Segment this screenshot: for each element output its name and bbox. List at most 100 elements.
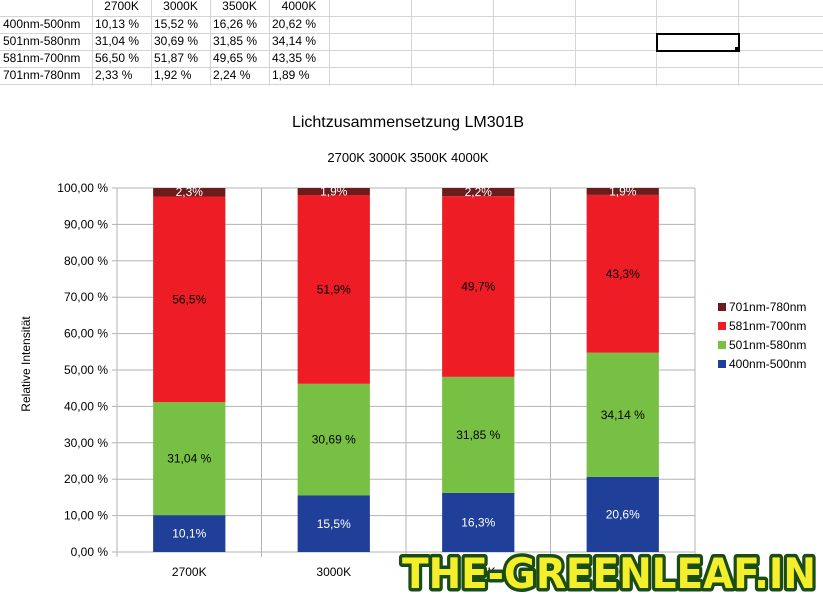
value-cell[interactable]: 16,26 %	[213, 17, 258, 31]
bar-segment	[153, 188, 226, 197]
svg-text:THE-GREENLEAF.IN: THE-GREENLEAF.IN	[402, 549, 816, 596]
data-label: 31,85 %	[456, 428, 500, 442]
value-cell[interactable]: 10,13 %	[95, 17, 140, 31]
chart-subtitle: 2700K 3000K 3500K 4000K	[327, 150, 489, 165]
legend-entry: 400nm-500nm	[729, 357, 806, 371]
grid-line-vertical	[329, 0, 330, 86]
value-cell[interactable]: 1,92 %	[154, 68, 192, 82]
column-header-cell[interactable]: 4000K	[281, 0, 317, 13]
grid-line-horizontal	[0, 67, 823, 68]
data-label: 31,04 %	[167, 452, 211, 466]
bar-segment	[153, 196, 226, 403]
stacked-bar-chart: Lichtzusammensetzung LM301B 2700K 3000K …	[19, 114, 806, 579]
y-axis-label: Relative Intensität	[19, 316, 33, 412]
x-tick-label: 4000K	[605, 565, 640, 579]
data-label: 1,9%	[320, 184, 348, 198]
bar-segment	[297, 194, 370, 384]
bar-segment	[153, 515, 226, 552]
value-cell[interactable]: 49,65 %	[213, 51, 258, 65]
data-label: 49,7%	[461, 280, 495, 294]
value-cell[interactable]: 30,69 %	[154, 34, 199, 48]
y-tick-label: 30,00 %	[64, 436, 108, 450]
legend-entry: 581nm-700nm	[729, 319, 806, 333]
spreadsheet-grid[interactable]: 2700K 3000K 3500K 4000K 400nm-500nm 10,13 % 15…	[0, 0, 823, 86]
column-header-cell[interactable]: 3000K	[163, 0, 198, 13]
grid-line-horizontal	[0, 84, 823, 85]
bar-segment	[153, 402, 226, 516]
x-tick-label: 3000K	[316, 565, 351, 579]
value-cell[interactable]: 31,04 %	[95, 34, 140, 48]
legend-swatch	[718, 303, 726, 311]
grid-line-horizontal	[0, 50, 823, 51]
bar-segment	[586, 476, 659, 552]
legend: 701nm-780nm 581nm-700nm 501nm-580nm 400nm-5…	[718, 300, 806, 371]
data-label: 30,69 %	[312, 433, 356, 447]
selected-cell-cursor[interactable]	[656, 33, 740, 52]
data-label: 34,14 %	[601, 408, 645, 422]
data-label: 51,9%	[317, 282, 351, 296]
value-cell[interactable]: 2,33 %	[95, 68, 133, 82]
data-label: 2,2%	[465, 185, 493, 199]
legend-entry: 701nm-780nm	[729, 300, 806, 314]
bar-segment	[297, 188, 370, 195]
y-tick-label: 0,00 %	[71, 545, 109, 559]
legend-entry: 501nm-580nm	[729, 338, 806, 352]
legend-swatch	[718, 360, 726, 368]
value-cell[interactable]: 56,50 %	[95, 51, 140, 65]
data-label: 1,9%	[609, 184, 637, 198]
grid-line-vertical	[92, 0, 93, 86]
bar-segment	[586, 194, 659, 353]
grid-line-vertical	[269, 0, 270, 86]
grid-line-vertical	[411, 0, 412, 86]
bar-segment	[442, 376, 515, 493]
bar-segment	[586, 352, 659, 477]
y-tick-label: 90,00 %	[64, 217, 108, 231]
value-cell[interactable]: 34,14 %	[272, 34, 317, 48]
value-cell[interactable]: 20,62 %	[272, 17, 317, 31]
y-tick-label: 20,00 %	[64, 472, 108, 486]
value-cell[interactable]: 31,85 %	[213, 34, 258, 48]
data-label: 15,5%	[317, 517, 351, 531]
bar-segment	[586, 188, 659, 195]
value-cell[interactable]: 51,87 %	[154, 51, 199, 65]
data-label: 2,3%	[176, 185, 204, 199]
y-tick-label: 50,00 %	[64, 363, 108, 377]
y-tick-label: 40,00 %	[64, 399, 108, 413]
chart-title: Lichtzusammensetzung LM301B	[292, 114, 524, 131]
data-label: 43,3%	[606, 267, 640, 281]
grid-line-vertical	[151, 0, 152, 86]
column-header-cell[interactable]: 2700K	[104, 0, 139, 13]
x-tick-label: 2700K	[172, 565, 207, 579]
fill-handle[interactable]	[735, 47, 740, 52]
greenleaf-watermark-logo: THE-GREENLEAF.IN	[399, 547, 820, 596]
value-cell[interactable]: 1,89 %	[272, 68, 310, 82]
row-label-cell[interactable]: 581nm-700nm	[3, 51, 81, 65]
value-cell[interactable]: 2,24 %	[213, 68, 251, 82]
y-tick-label: 80,00 %	[64, 254, 108, 268]
bar-segment	[442, 188, 515, 197]
bar-segment	[442, 492, 515, 552]
data-label: 56,5%	[172, 292, 206, 306]
data-label: 16,3%	[461, 515, 495, 529]
legend-swatch	[718, 322, 726, 330]
x-tick-label: 3500K	[461, 565, 496, 579]
bar-segment	[297, 495, 370, 552]
y-tick-label: 100,00 %	[57, 181, 108, 195]
grid-line-horizontal	[0, 33, 823, 34]
bar-segment	[442, 196, 515, 377]
y-tick-label: 70,00 %	[64, 290, 108, 304]
grid-line-vertical	[575, 0, 576, 86]
grid-line-horizontal	[0, 16, 823, 17]
data-label: 20,6%	[606, 507, 640, 521]
column-header-cell[interactable]: 3500K	[222, 0, 257, 13]
row-label-cell[interactable]: 501nm-580nm	[3, 34, 81, 48]
y-tick-label: 10,00 %	[64, 509, 108, 523]
data-label: 10,1%	[172, 527, 206, 541]
y-tick-label: 60,00 %	[64, 327, 108, 341]
grid-line-vertical	[493, 0, 494, 86]
row-label-cell[interactable]: 701nm-780nm	[3, 68, 81, 82]
row-label-cell[interactable]: 400nm-500nm	[3, 17, 81, 31]
legend-swatch	[718, 341, 726, 349]
value-cell[interactable]: 15,52 %	[154, 17, 199, 31]
value-cell[interactable]: 43,35 %	[272, 51, 317, 65]
